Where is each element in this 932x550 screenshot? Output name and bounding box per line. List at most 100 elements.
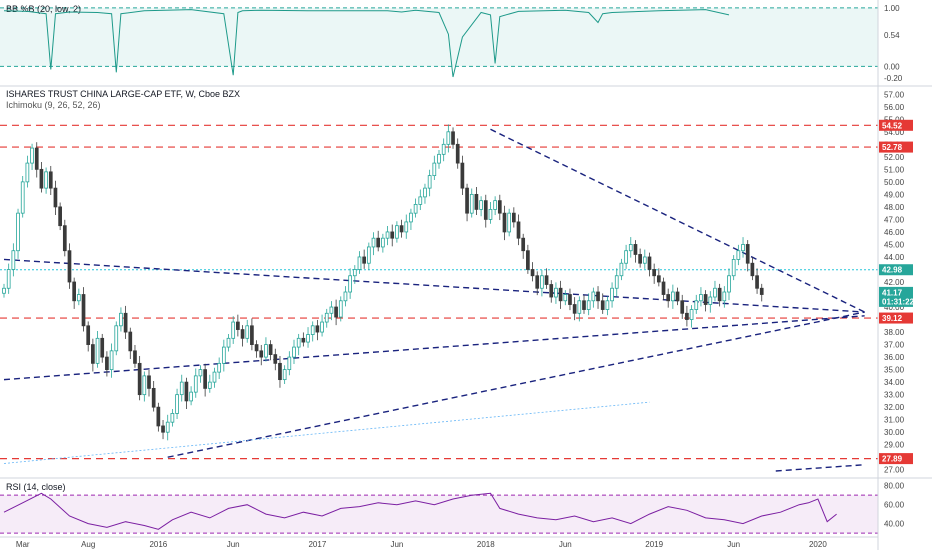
- candle-body: [357, 256, 362, 270]
- rsi-tick-label: 40.00: [884, 520, 905, 529]
- price-tag-label: 01:31:22: [882, 297, 915, 306]
- candle-body: [381, 237, 385, 248]
- candle-body: [362, 256, 367, 264]
- candle-body: [736, 250, 741, 260]
- candle-body: [109, 350, 114, 371]
- candle-body: [142, 375, 147, 396]
- price-tick-label: 29.00: [884, 441, 905, 450]
- rsi-y-axis[interactable]: 80.00 60.00 40.00: [884, 482, 905, 529]
- trendlines: [3, 128, 865, 472]
- candle-body: [675, 291, 680, 302]
- price-tag: [879, 119, 913, 131]
- candle-body: [236, 321, 240, 330]
- price-tick-label: 50.00: [884, 178, 905, 187]
- candle-body: [586, 300, 591, 310]
- candle-body: [30, 147, 34, 164]
- candle-body: [165, 421, 170, 433]
- candle-body: [661, 281, 666, 295]
- candle-body: [250, 325, 254, 345]
- candle-body: [44, 171, 48, 189]
- trendline: [167, 311, 865, 458]
- bb-pane-title[interactable]: BB %B (20, low, 2): [6, 4, 81, 14]
- price-tag-label: 41.17: [882, 288, 903, 297]
- candle-body: [633, 244, 638, 255]
- price-tick-label: 27.00: [884, 466, 905, 475]
- candle-body: [502, 212, 507, 233]
- candle-body: [413, 203, 418, 214]
- candle-body: [338, 300, 343, 318]
- candle-body: [446, 131, 451, 145]
- candle-body: [596, 291, 600, 302]
- candle-body: [207, 381, 212, 389]
- candle-body: [58, 206, 62, 227]
- candle-body: [521, 237, 526, 252]
- candle-body: [264, 344, 268, 358]
- candle-body: [189, 391, 193, 402]
- candle-body: [544, 275, 549, 285]
- candle-body: [72, 281, 77, 302]
- candle-body: [582, 300, 586, 310]
- candle-body: [105, 356, 109, 371]
- candle-body: [568, 294, 572, 305]
- time-tick-label: Jun: [727, 540, 740, 549]
- candle-body: [638, 254, 642, 264]
- candle-body: [671, 291, 675, 302]
- rsi-series-line: [3, 492, 837, 530]
- price-tick-label: 48.00: [884, 203, 905, 212]
- candle-body: [268, 344, 273, 355]
- candle-body: [62, 225, 67, 252]
- candle-body: [301, 337, 306, 343]
- price-tick-label: 30.00: [884, 428, 905, 437]
- candle-body: [123, 312, 128, 333]
- candle-body: [624, 250, 628, 264]
- price-pane-title[interactable]: ISHARES TRUST CHINA LARGE-CAP ETF, W, Cb…: [6, 89, 240, 99]
- price-tick-label: 54.00: [884, 128, 905, 137]
- candle-body: [226, 337, 231, 348]
- candle-body: [441, 143, 446, 155]
- candle-body: [184, 381, 189, 402]
- ichimoku-label[interactable]: Ichimoku (9, 26, 52, 26): [6, 100, 101, 110]
- candle-body: [493, 200, 497, 210]
- price-tag-label: 52.78: [882, 143, 903, 152]
- time-axis[interactable]: Mar Aug 2016 Jun 2017 Jun 2018 Jun 2019 Jun 2020: [16, 540, 828, 549]
- rsi-tick-label: 60.00: [884, 501, 905, 510]
- candle-body: [310, 325, 315, 335]
- candle-body: [717, 287, 722, 302]
- candle-body: [334, 306, 338, 318]
- candle-body: [273, 354, 278, 364]
- candle-body: [727, 275, 731, 293]
- candle-body: [399, 225, 404, 233]
- candle-body: [535, 275, 540, 289]
- candle-body: [39, 168, 44, 189]
- candle-body: [48, 171, 53, 189]
- candle-body: [86, 325, 91, 345]
- price-tick-label: 36.00: [884, 353, 905, 362]
- candle-body: [755, 275, 759, 289]
- candle-body: [193, 375, 198, 393]
- candle-body: [11, 250, 16, 270]
- candle-body: [114, 325, 119, 352]
- candle-body: [245, 325, 250, 339]
- candle-body: [203, 369, 207, 389]
- price-tick-label: 46.00: [884, 228, 905, 237]
- rsi-pane-title[interactable]: RSI (14, close): [6, 482, 66, 492]
- horizontal-levels: [0, 124, 878, 460]
- candle-body: [614, 275, 619, 289]
- bb-y-axis[interactable]: 1.00 0.54 0.00 -0.20: [884, 4, 903, 83]
- candle-body: [745, 244, 750, 264]
- candle-body: [666, 294, 671, 302]
- price-tick-label: 52.00: [884, 153, 905, 162]
- candles: [2, 124, 764, 441]
- candle-body: [343, 291, 348, 302]
- time-tick-label: 2020: [809, 540, 827, 549]
- candle-body: [628, 244, 633, 252]
- candle-body: [469, 193, 474, 214]
- candle-body: [133, 350, 137, 364]
- candle-body: [600, 300, 605, 310]
- price-tick-label: 35.00: [884, 366, 905, 375]
- candle-body: [81, 294, 86, 327]
- candle-body: [198, 369, 203, 377]
- candle-body: [34, 147, 39, 170]
- candle-body: [315, 325, 320, 333]
